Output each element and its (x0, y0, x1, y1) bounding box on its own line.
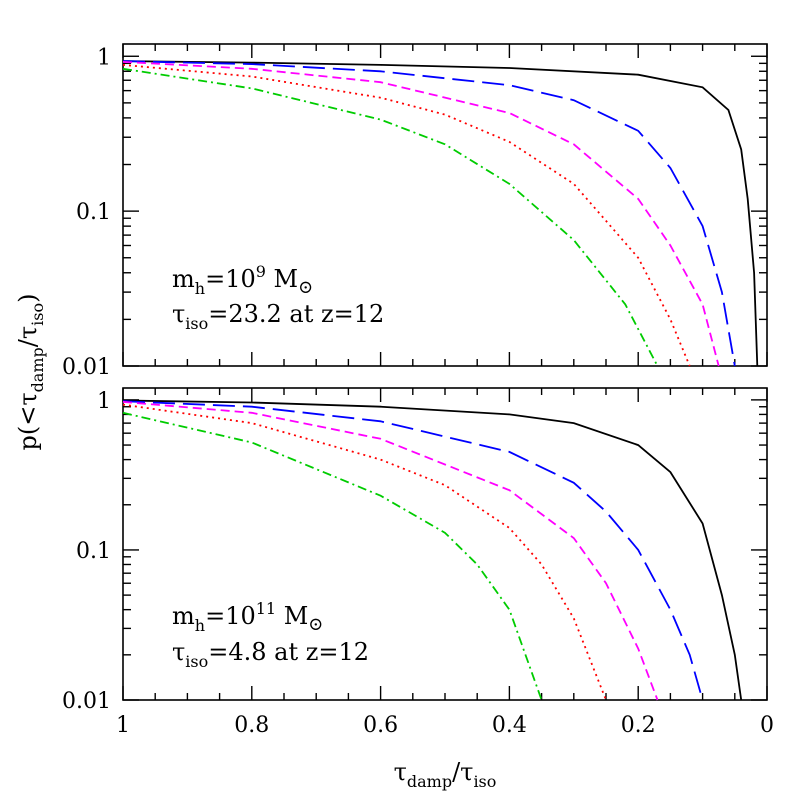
x-tick-label: 0 (760, 713, 774, 738)
bottom-panel-ticks: 1 0.8 0.6 0.4 0.2 0 1 0.1 0.01 (62, 388, 774, 738)
y-tick-label: 1 (97, 45, 111, 70)
top-annotation-line2: τiso=23.2 at z=12 (172, 300, 384, 333)
bottom-panel-curves (122, 399, 743, 701)
top-panel: 1 0.1 0.01 mh=109 M⊙ τiso=23.2 at z=12 (62, 43, 768, 380)
x-tick-label: 0.6 (363, 713, 398, 738)
top-series-4-line (122, 67, 659, 367)
top-panel-ticks: 1 0.1 0.01 (62, 44, 768, 380)
y-axis-label: p(<τdamp/τiso) (14, 293, 47, 450)
y-tick-label: 1 (97, 389, 111, 414)
top-series-2-line (122, 61, 720, 367)
top-series-0-line (122, 60, 759, 367)
bottom-series-2-line (122, 401, 659, 701)
top-series-3-line (122, 64, 691, 367)
bottom-series-1-line (122, 400, 704, 701)
x-tick-label: 0.2 (621, 713, 656, 738)
y-tick-label: 0.1 (76, 200, 111, 225)
x-tick-label: 0.8 (234, 713, 269, 738)
bottom-series-3-line (122, 403, 607, 701)
bottom-series-0-line (122, 399, 743, 701)
y-tick-label: 0.01 (62, 355, 111, 380)
x-axis-label: τdamp/τiso (394, 758, 497, 791)
bottom-annotation-line1: mh=1011 M⊙ (172, 599, 323, 635)
y-tick-label: 0.1 (76, 539, 111, 564)
bottom-panel: 1 0.8 0.6 0.4 0.2 0 1 0.1 0.01 mh=1011 M⊙ τiso=4… (62, 387, 774, 738)
bottom-series-4-line (122, 411, 543, 701)
x-tick-label: 1 (116, 713, 130, 738)
bottom-annotation-line2: τiso=4.8 at z=12 (172, 638, 369, 671)
top-panel-curves (122, 60, 759, 367)
top-annotation: mh=109 M⊙ τiso=23.2 at z=12 (172, 262, 384, 333)
bottom-annotation: mh=1011 M⊙ τiso=4.8 at z=12 (172, 599, 369, 671)
top-annotation-line1: mh=109 M⊙ (172, 262, 313, 298)
x-tick-label: 0.4 (492, 713, 527, 738)
y-tick-label: 0.01 (62, 689, 111, 714)
top-series-1-line (122, 60, 736, 367)
